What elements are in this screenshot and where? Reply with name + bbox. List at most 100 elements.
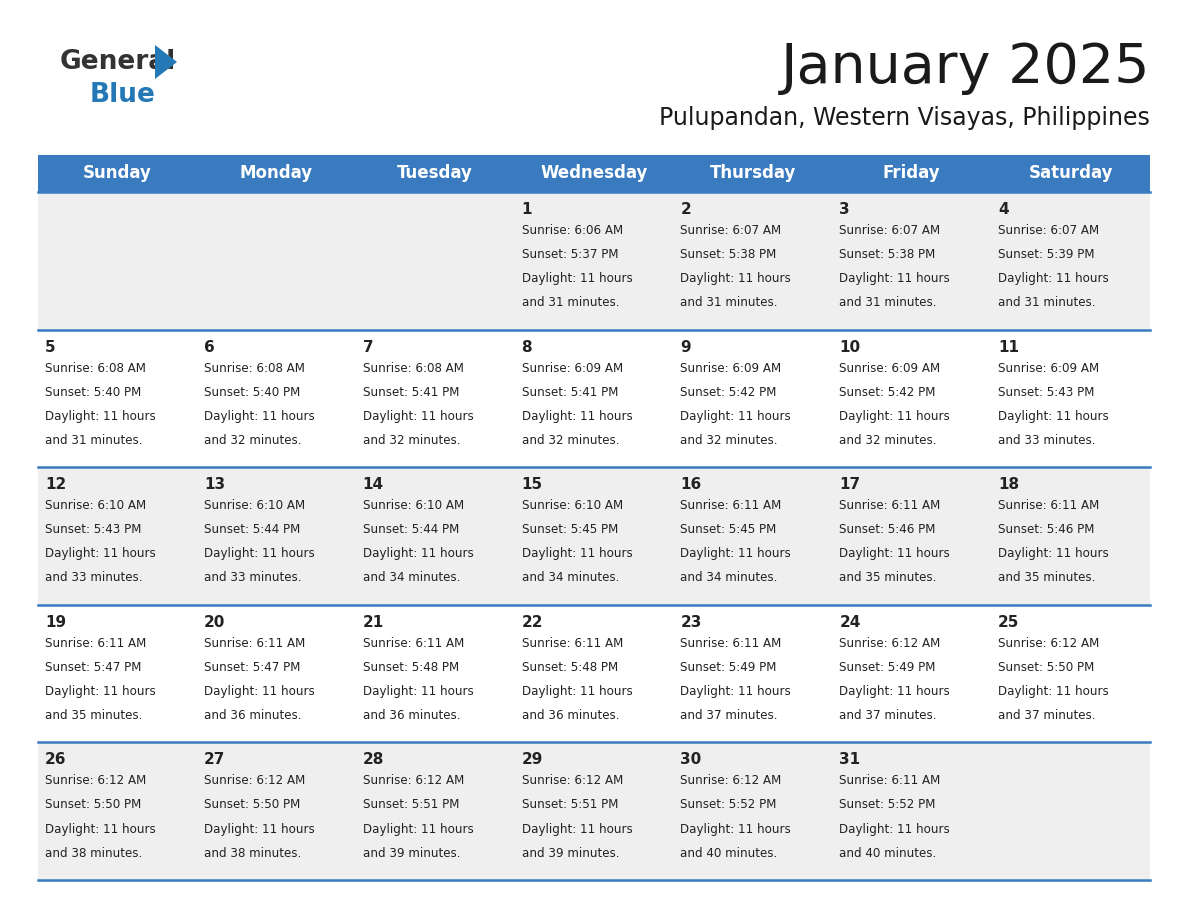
Bar — [38, 605, 1150, 743]
Text: Daylight: 11 hours: Daylight: 11 hours — [522, 547, 632, 560]
Text: 26: 26 — [45, 753, 67, 767]
Text: Sunset: 5:43 PM: Sunset: 5:43 PM — [45, 523, 141, 536]
Text: and 37 minutes.: and 37 minutes. — [839, 709, 937, 722]
Text: 27: 27 — [204, 753, 226, 767]
Text: Sunrise: 6:11 AM: Sunrise: 6:11 AM — [681, 499, 782, 512]
Text: and 31 minutes.: and 31 minutes. — [522, 297, 619, 309]
Text: Sunrise: 6:12 AM: Sunrise: 6:12 AM — [45, 775, 146, 788]
Text: Sunset: 5:46 PM: Sunset: 5:46 PM — [839, 523, 936, 536]
Text: 19: 19 — [45, 615, 67, 630]
Text: Daylight: 11 hours: Daylight: 11 hours — [839, 272, 950, 285]
Text: and 32 minutes.: and 32 minutes. — [204, 434, 302, 447]
Text: Sunrise: 6:10 AM: Sunrise: 6:10 AM — [362, 499, 463, 512]
Text: Monday: Monday — [240, 164, 312, 183]
Text: Daylight: 11 hours: Daylight: 11 hours — [204, 685, 315, 698]
Bar — [38, 155, 1150, 192]
Text: Sunset: 5:50 PM: Sunset: 5:50 PM — [998, 661, 1094, 674]
Text: Sunrise: 6:07 AM: Sunrise: 6:07 AM — [998, 224, 1099, 237]
Text: 17: 17 — [839, 477, 860, 492]
Text: and 32 minutes.: and 32 minutes. — [681, 434, 778, 447]
Bar — [38, 743, 1150, 880]
Text: Sunrise: 6:12 AM: Sunrise: 6:12 AM — [204, 775, 305, 788]
Text: Sunset: 5:42 PM: Sunset: 5:42 PM — [681, 386, 777, 398]
Text: and 34 minutes.: and 34 minutes. — [681, 571, 778, 585]
Text: and 32 minutes.: and 32 minutes. — [522, 434, 619, 447]
Text: 5: 5 — [45, 340, 56, 354]
Text: Sunset: 5:48 PM: Sunset: 5:48 PM — [362, 661, 459, 674]
Text: and 33 minutes.: and 33 minutes. — [204, 571, 302, 585]
Text: Sunrise: 6:12 AM: Sunrise: 6:12 AM — [998, 637, 1099, 650]
Text: 10: 10 — [839, 340, 860, 354]
Text: and 33 minutes.: and 33 minutes. — [45, 571, 143, 585]
Text: Sunrise: 6:07 AM: Sunrise: 6:07 AM — [839, 224, 941, 237]
Text: Sunset: 5:41 PM: Sunset: 5:41 PM — [522, 386, 618, 398]
Text: and 35 minutes.: and 35 minutes. — [839, 571, 936, 585]
Text: 3: 3 — [839, 202, 849, 217]
Text: Daylight: 11 hours: Daylight: 11 hours — [681, 409, 791, 423]
Text: 12: 12 — [45, 477, 67, 492]
Text: Saturday: Saturday — [1029, 164, 1113, 183]
Text: Daylight: 11 hours: Daylight: 11 hours — [839, 547, 950, 560]
Text: Sunrise: 6:11 AM: Sunrise: 6:11 AM — [839, 775, 941, 788]
Text: 2: 2 — [681, 202, 691, 217]
Text: Daylight: 11 hours: Daylight: 11 hours — [204, 823, 315, 835]
Text: Sunset: 5:50 PM: Sunset: 5:50 PM — [204, 799, 301, 812]
Text: Daylight: 11 hours: Daylight: 11 hours — [681, 823, 791, 835]
Text: Sunset: 5:51 PM: Sunset: 5:51 PM — [522, 799, 618, 812]
Text: General: General — [61, 49, 176, 75]
Text: Daylight: 11 hours: Daylight: 11 hours — [522, 685, 632, 698]
Text: Sunset: 5:37 PM: Sunset: 5:37 PM — [522, 248, 618, 261]
Text: Daylight: 11 hours: Daylight: 11 hours — [362, 823, 474, 835]
Text: January 2025: January 2025 — [781, 41, 1150, 95]
Text: 30: 30 — [681, 753, 702, 767]
Text: and 40 minutes.: and 40 minutes. — [681, 846, 778, 859]
Text: Sunrise: 6:10 AM: Sunrise: 6:10 AM — [45, 499, 146, 512]
Text: 18: 18 — [998, 477, 1019, 492]
Text: Daylight: 11 hours: Daylight: 11 hours — [998, 272, 1108, 285]
Text: Sunset: 5:47 PM: Sunset: 5:47 PM — [45, 661, 141, 674]
Text: Daylight: 11 hours: Daylight: 11 hours — [998, 409, 1108, 423]
Text: Daylight: 11 hours: Daylight: 11 hours — [522, 272, 632, 285]
Text: 28: 28 — [362, 753, 384, 767]
Text: Daylight: 11 hours: Daylight: 11 hours — [204, 547, 315, 560]
Text: 23: 23 — [681, 615, 702, 630]
Text: Sunrise: 6:09 AM: Sunrise: 6:09 AM — [522, 362, 623, 375]
Text: 11: 11 — [998, 340, 1019, 354]
Text: Sunset: 5:42 PM: Sunset: 5:42 PM — [839, 386, 936, 398]
Text: and 36 minutes.: and 36 minutes. — [362, 709, 460, 722]
Text: 25: 25 — [998, 615, 1019, 630]
Text: Sunrise: 6:09 AM: Sunrise: 6:09 AM — [839, 362, 941, 375]
Text: Sunrise: 6:06 AM: Sunrise: 6:06 AM — [522, 224, 623, 237]
Text: and 34 minutes.: and 34 minutes. — [522, 571, 619, 585]
Text: Daylight: 11 hours: Daylight: 11 hours — [45, 409, 156, 423]
Text: and 34 minutes.: and 34 minutes. — [362, 571, 460, 585]
Text: and 39 minutes.: and 39 minutes. — [522, 846, 619, 859]
Text: 20: 20 — [204, 615, 226, 630]
Text: Sunrise: 6:09 AM: Sunrise: 6:09 AM — [998, 362, 1099, 375]
Text: Sunset: 5:43 PM: Sunset: 5:43 PM — [998, 386, 1094, 398]
Text: Blue: Blue — [90, 82, 156, 108]
Polygon shape — [154, 45, 177, 79]
Text: and 37 minutes.: and 37 minutes. — [998, 709, 1095, 722]
Text: 29: 29 — [522, 753, 543, 767]
Text: Sunset: 5:52 PM: Sunset: 5:52 PM — [839, 799, 936, 812]
Text: Sunrise: 6:11 AM: Sunrise: 6:11 AM — [998, 499, 1099, 512]
Text: Sunset: 5:49 PM: Sunset: 5:49 PM — [839, 661, 936, 674]
Text: Sunrise: 6:11 AM: Sunrise: 6:11 AM — [45, 637, 146, 650]
Text: Sunrise: 6:11 AM: Sunrise: 6:11 AM — [522, 637, 623, 650]
Text: and 38 minutes.: and 38 minutes. — [204, 846, 301, 859]
Text: Sunset: 5:46 PM: Sunset: 5:46 PM — [998, 523, 1094, 536]
Text: Thursday: Thursday — [709, 164, 796, 183]
Text: Daylight: 11 hours: Daylight: 11 hours — [681, 272, 791, 285]
Text: Sunrise: 6:08 AM: Sunrise: 6:08 AM — [362, 362, 463, 375]
Text: Daylight: 11 hours: Daylight: 11 hours — [839, 685, 950, 698]
Text: and 40 minutes.: and 40 minutes. — [839, 846, 936, 859]
Text: Sunrise: 6:08 AM: Sunrise: 6:08 AM — [45, 362, 146, 375]
Text: Daylight: 11 hours: Daylight: 11 hours — [681, 685, 791, 698]
Text: and 36 minutes.: and 36 minutes. — [522, 709, 619, 722]
Text: Daylight: 11 hours: Daylight: 11 hours — [204, 409, 315, 423]
Text: Sunrise: 6:09 AM: Sunrise: 6:09 AM — [681, 362, 782, 375]
Text: Sunset: 5:38 PM: Sunset: 5:38 PM — [681, 248, 777, 261]
Text: Sunset: 5:40 PM: Sunset: 5:40 PM — [204, 386, 301, 398]
Text: Sunrise: 6:08 AM: Sunrise: 6:08 AM — [204, 362, 305, 375]
